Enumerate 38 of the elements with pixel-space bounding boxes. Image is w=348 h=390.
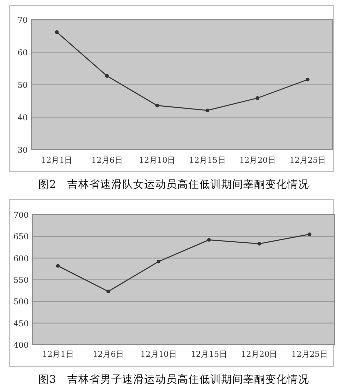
point: [157, 260, 161, 264]
y-tick-label: 500: [14, 298, 29, 307]
x-tick-label: 12月10日: [139, 156, 176, 165]
y-tick-label: 600: [14, 254, 29, 264]
text: 图3 吉林省男子速滑运动员高住低训期间睾酮变化情况: [38, 373, 310, 386]
point: [106, 290, 110, 294]
x-tick-label: 12月20日: [240, 156, 276, 165]
y-tick-label: 450: [14, 319, 29, 328]
x-tick-label: 12月10日: [140, 350, 178, 359]
x-tick-label: 12月15日: [190, 350, 228, 359]
y-tick-label: 400: [14, 341, 29, 350]
x-tick-label: 12月6日: [92, 156, 123, 165]
point: [206, 108, 210, 112]
point: [306, 78, 310, 82]
point: [105, 74, 110, 78]
y-tick-label: 700: [14, 211, 29, 220]
y-tick-label: 70: [18, 16, 28, 25]
x-tick-label: 12月25日: [290, 156, 326, 165]
x-tick-label: 12月25日: [292, 350, 328, 359]
y-tick-label: 50: [18, 81, 28, 90]
x-tick-label: 12月20日: [241, 350, 278, 359]
point: [56, 264, 60, 268]
x-tick-label: 12月6日: [92, 350, 124, 359]
x-tick-label: 12月1日: [41, 156, 73, 165]
point: [55, 30, 59, 34]
point: [258, 242, 262, 246]
y-tick-label: 550: [14, 276, 29, 285]
point: [207, 238, 211, 242]
y-tick-label: 40: [18, 114, 28, 122]
point: [156, 104, 160, 108]
x-tick-label: 12月1日: [42, 350, 74, 359]
y-tick-label: 650: [14, 232, 29, 242]
point: [256, 96, 260, 100]
text: 图2 吉林省速滑队女运动员高住低训期间睾酮变化情况: [38, 178, 310, 191]
x-tick-label: 12月15日: [189, 156, 226, 165]
y-tick-label: 30: [18, 146, 28, 155]
point: [308, 232, 312, 236]
y-tick-label: 60: [18, 48, 28, 58]
